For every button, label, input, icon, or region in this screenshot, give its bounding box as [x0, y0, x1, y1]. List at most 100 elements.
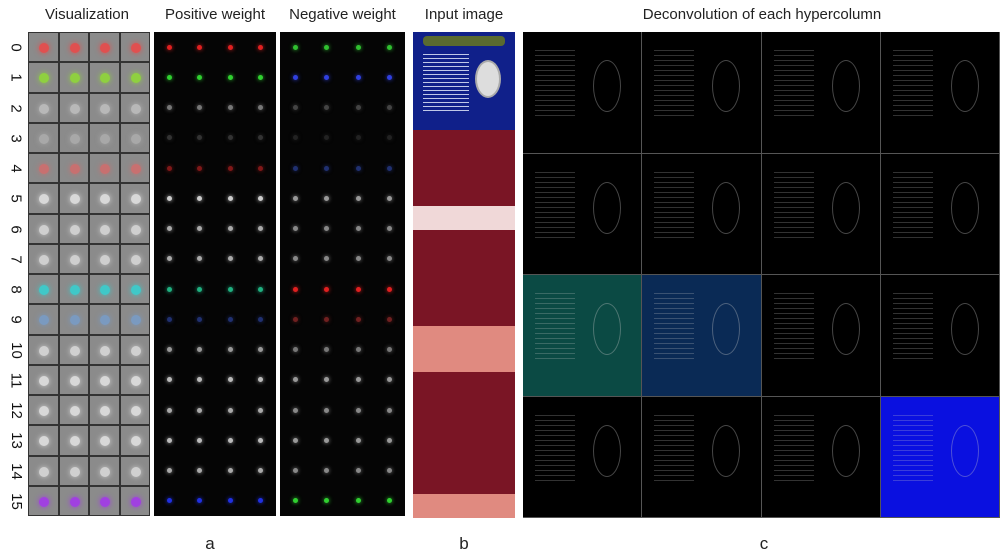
deconvolution-cell [523, 396, 642, 517]
vis-dot [69, 496, 80, 507]
vis-cell [58, 274, 89, 305]
row-label: 7 [6, 244, 26, 275]
vis-dot [39, 375, 50, 386]
pos-cell [185, 183, 216, 213]
deconvolution-oval [712, 424, 741, 477]
pos-cell [215, 62, 246, 92]
neg-dot [324, 498, 330, 504]
row-label-text: 7 [7, 255, 25, 264]
neg-cell [311, 365, 342, 395]
neg-dot [355, 286, 361, 292]
neg-cell [343, 214, 374, 244]
pos-cell [185, 395, 216, 425]
vis-dot [100, 315, 111, 326]
vis-dot [130, 315, 141, 326]
pos-cell [154, 244, 185, 274]
pos-dot [166, 377, 172, 383]
vis-cell [58, 485, 89, 516]
deconvolution-cell [880, 275, 999, 396]
neg-cell [343, 335, 374, 365]
vis-dot [69, 285, 80, 296]
row-label-text: 12 [7, 402, 25, 419]
pos-dot [166, 407, 172, 413]
vis-cell [119, 334, 150, 365]
neg-dot [324, 165, 330, 171]
pos-dot [197, 105, 203, 111]
neg-cell [374, 486, 405, 516]
neg-dot [324, 135, 330, 141]
deconvolution-cell [642, 153, 761, 274]
pos-dot [166, 316, 172, 322]
pos-dot [258, 498, 264, 504]
input-image-title-art [423, 36, 505, 46]
deconvolution-texture [892, 171, 933, 242]
neg-cell [311, 395, 342, 425]
neg-dot [386, 286, 392, 292]
pos-dot [227, 286, 233, 292]
neg-cell [343, 93, 374, 123]
neg-cell [280, 304, 311, 334]
neg-cell [311, 244, 342, 274]
neg-cell [343, 244, 374, 274]
pos-cell [154, 183, 185, 213]
pos-dot [227, 437, 233, 443]
pos-cell [185, 153, 216, 183]
neg-dot [324, 377, 330, 383]
pos-cell [154, 335, 185, 365]
pos-cell [246, 153, 277, 183]
deconvolution-oval [593, 60, 621, 112]
row-label: 11 [6, 365, 26, 396]
neg-dot [355, 256, 361, 262]
pos-cell [154, 214, 185, 244]
deconvolution-oval [950, 60, 979, 112]
row-label: 3 [6, 123, 26, 154]
pos-dot [197, 316, 203, 322]
neg-dot [324, 347, 330, 353]
deconvolution-cell [523, 153, 642, 274]
neg-dot [355, 105, 361, 111]
deconvolution-texture [535, 50, 575, 120]
vis-dot [69, 164, 80, 175]
vis-dot [39, 164, 50, 175]
subfigure-label-c: c [759, 534, 769, 553]
pos-dot [197, 195, 203, 201]
vis-dot [130, 375, 141, 386]
neg-cell [311, 274, 342, 304]
deconvolution-oval [950, 303, 979, 355]
pos-dot [258, 437, 264, 443]
vis-cell [119, 122, 150, 153]
pos-dot [197, 377, 203, 383]
neg-dot [386, 377, 392, 383]
vis-dot [100, 224, 111, 235]
vis-cell [58, 364, 89, 395]
vis-cell [28, 334, 59, 365]
vis-dot [130, 285, 141, 296]
pos-dot [227, 407, 233, 413]
neg-dot [386, 195, 392, 201]
vis-dot [130, 466, 141, 477]
neg-cell [280, 62, 311, 92]
pos-cell [154, 365, 185, 395]
vis-dot [130, 224, 141, 235]
deconvolution-texture [654, 171, 695, 242]
pos-dot [197, 44, 203, 50]
neg-dot [386, 74, 392, 80]
vis-cell [28, 425, 59, 456]
neg-cell [280, 395, 311, 425]
vis-dot [39, 43, 50, 54]
neg-cell [343, 153, 374, 183]
neg-dot [355, 437, 361, 443]
vis-cell [89, 274, 120, 305]
pos-dot [258, 316, 264, 322]
pos-dot [258, 135, 264, 141]
neg-dot [293, 165, 299, 171]
pos-dot [166, 226, 172, 232]
neg-cell [311, 456, 342, 486]
pos-dot [227, 468, 233, 474]
vis-cell [89, 425, 120, 456]
neg-cell [311, 62, 342, 92]
neg-dot [324, 105, 330, 111]
row-label: 13 [6, 425, 26, 456]
pos-cell [154, 395, 185, 425]
pos-dot [227, 74, 233, 80]
